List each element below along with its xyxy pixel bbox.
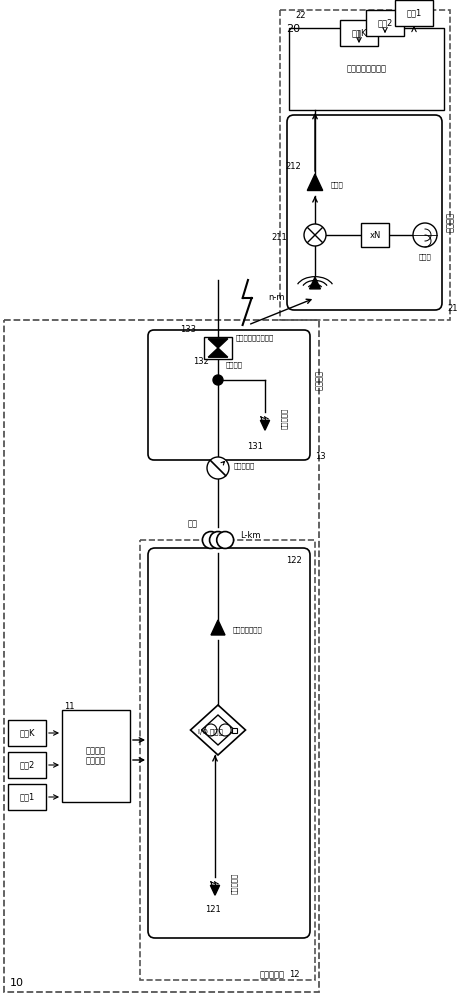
Bar — [289, 28, 444, 110]
Bar — [62, 710, 130, 802]
Polygon shape — [208, 339, 228, 348]
Text: I/Q 调制器: I/Q 调制器 — [197, 729, 223, 735]
Bar — [8, 784, 46, 810]
Text: n-m: n-m — [268, 294, 285, 302]
Text: 光模滤波器: 光模滤波器 — [234, 463, 255, 469]
Text: 用户1: 用户1 — [406, 8, 422, 17]
Bar — [8, 752, 46, 778]
Text: 光纤: 光纤 — [188, 520, 198, 528]
Text: 揽饱光纤放大器: 揽饱光纤放大器 — [233, 627, 263, 633]
Polygon shape — [211, 620, 225, 635]
Text: 13: 13 — [315, 452, 326, 461]
Text: 133: 133 — [180, 325, 196, 334]
Bar — [4, 320, 319, 992]
FancyBboxPatch shape — [148, 330, 310, 460]
Circle shape — [304, 224, 326, 246]
Text: 212: 212 — [285, 162, 301, 171]
Circle shape — [213, 375, 223, 385]
Text: 用户K: 用户K — [351, 28, 367, 37]
Text: 12: 12 — [289, 970, 300, 979]
Text: 中心站模块: 中心站模块 — [260, 970, 285, 979]
Bar — [280, 10, 450, 320]
Text: 放大器: 放大器 — [331, 182, 344, 188]
Bar — [232, 728, 237, 732]
FancyBboxPatch shape — [148, 548, 310, 938]
Polygon shape — [260, 420, 270, 430]
Circle shape — [210, 532, 227, 548]
Text: 10: 10 — [10, 978, 24, 988]
Polygon shape — [307, 174, 323, 190]
Text: 光耦合器: 光耦合器 — [226, 361, 243, 368]
Text: 22: 22 — [295, 11, 305, 20]
Text: 第二激光器: 第二激光器 — [281, 407, 287, 429]
Text: L-km: L-km — [240, 532, 260, 540]
Polygon shape — [210, 885, 220, 895]
Bar — [395, 0, 433, 26]
Text: 发送基带
处理模块: 发送基带 处理模块 — [86, 746, 106, 766]
Bar — [140, 540, 315, 980]
Bar — [204, 337, 232, 359]
Text: 终端用户: 终端用户 — [446, 213, 455, 232]
Polygon shape — [208, 348, 228, 357]
Circle shape — [202, 532, 219, 548]
Text: 21: 21 — [447, 304, 457, 313]
Bar — [361, 223, 389, 247]
Text: 单行波子光电探测器: 单行波子光电探测器 — [236, 335, 274, 341]
Text: 第一激光器: 第一激光器 — [231, 872, 238, 894]
Circle shape — [413, 223, 437, 247]
Text: 用户2: 用户2 — [19, 760, 35, 770]
Text: 本振源: 本振源 — [419, 253, 431, 260]
Circle shape — [205, 724, 217, 736]
Text: 用户K: 用户K — [19, 728, 35, 738]
Bar — [366, 10, 404, 36]
Circle shape — [217, 532, 234, 548]
Circle shape — [219, 724, 231, 736]
Text: 用户2: 用户2 — [377, 18, 393, 27]
Text: 131: 131 — [247, 442, 263, 451]
Text: 20: 20 — [286, 24, 300, 34]
Text: 11: 11 — [64, 702, 74, 711]
Text: 132: 132 — [193, 357, 209, 366]
Text: 接收基带处理模块: 接收基带处理模块 — [346, 64, 387, 74]
Bar — [8, 720, 46, 746]
Circle shape — [207, 457, 229, 479]
Polygon shape — [309, 277, 320, 289]
Text: 211: 211 — [271, 233, 287, 242]
Text: 用户1: 用户1 — [19, 792, 35, 802]
Bar — [340, 20, 378, 46]
Text: 基站模块: 基站模块 — [315, 370, 324, 390]
Text: xN: xN — [369, 231, 381, 239]
Text: 122: 122 — [286, 556, 302, 565]
Text: 121: 121 — [205, 905, 221, 914]
FancyBboxPatch shape — [287, 115, 442, 310]
